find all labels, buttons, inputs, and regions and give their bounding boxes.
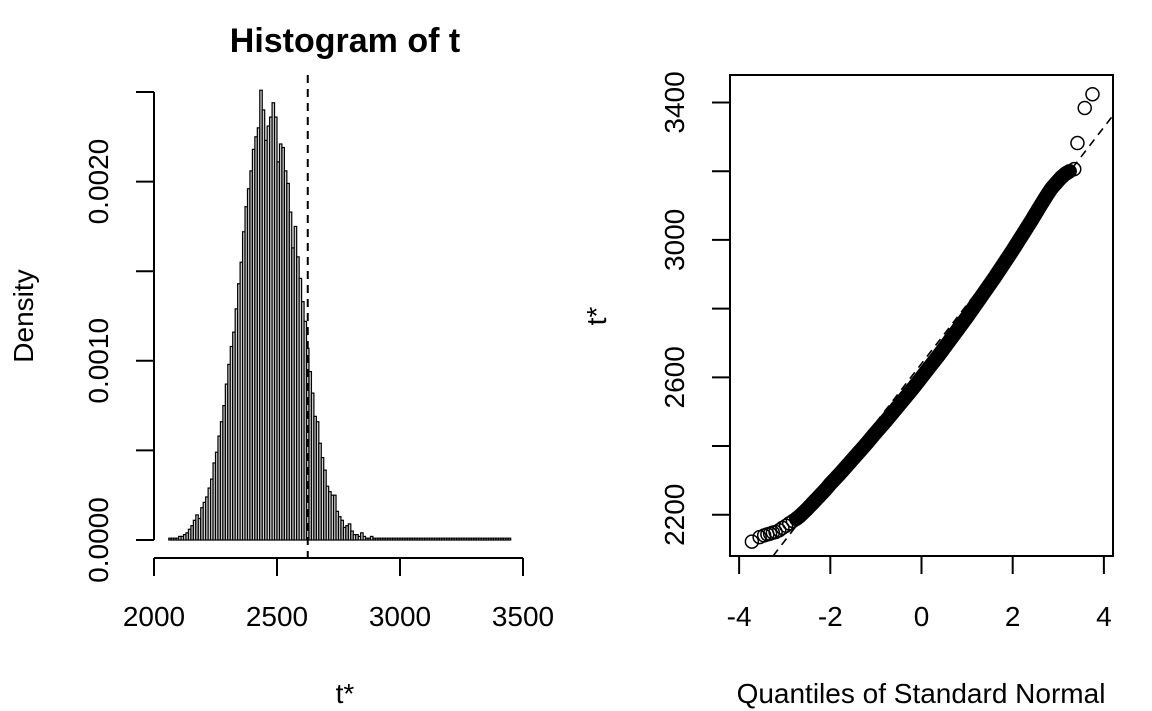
qq-point: [1070, 135, 1085, 151]
qq-x-tick-label: -4: [727, 601, 752, 632]
qq-y-tick-label: 3400: [659, 71, 690, 133]
qq-x-tick-label: 0: [914, 601, 930, 632]
qq-x-axis-label: Quantiles of Standard Normal: [737, 678, 1106, 709]
qq-y-axis: 2200 2600 3000 3400: [659, 71, 731, 546]
qq-y-tick-label: 2600: [659, 346, 690, 408]
qq-x-tick-label: 2: [1005, 601, 1021, 632]
qq-x-tick-label: 4: [1096, 601, 1112, 632]
histogram-y-axis-label: Density: [8, 269, 39, 362]
qq-y-tick-label: 3000: [659, 209, 690, 271]
histogram-x-axis: 2000 2500 3000 3500: [123, 557, 554, 632]
histogram-panel: Histogram of t t* Density 2000 2500 3000 35…: [8, 22, 554, 709]
histogram-x-axis-label: t*: [336, 678, 355, 709]
histogram-x-tick-label: 3500: [492, 601, 554, 632]
histogram-y-tick-label: 0.0000: [83, 497, 114, 583]
qq-point: [1066, 161, 1082, 177]
qq-plot-panel: Quantiles of Standard Normal t* -4 -2 0 2 4 …: [581, 71, 1114, 709]
histogram-bars: [168, 89, 512, 541]
histogram-x-tick-label: 2000: [123, 601, 185, 632]
qq-points: [744, 86, 1100, 549]
histogram-bar: [507, 537, 512, 541]
qq-y-axis-label: t*: [581, 307, 612, 326]
qq-point: [1085, 86, 1100, 102]
qq-y-tick-label: 2200: [659, 484, 690, 546]
qq-x-axis: -4 -2 0 2 4: [727, 555, 1112, 632]
histogram-y-tick-label: 0.0010: [83, 318, 114, 404]
histogram-x-tick-label: 2500: [246, 601, 308, 632]
qq-point: [744, 534, 760, 549]
histogram-y-tick-label: 0.0020: [83, 139, 114, 225]
qq-plot-frame: [729, 74, 1114, 557]
histogram-title: Histogram of t: [230, 22, 460, 60]
qq-x-tick-label: -2: [818, 601, 843, 632]
qq-point: [1077, 100, 1092, 116]
histogram-y-axis: 0.0000 0.0010 0.0020: [83, 91, 155, 583]
histogram-x-tick-label: 3000: [369, 601, 431, 632]
